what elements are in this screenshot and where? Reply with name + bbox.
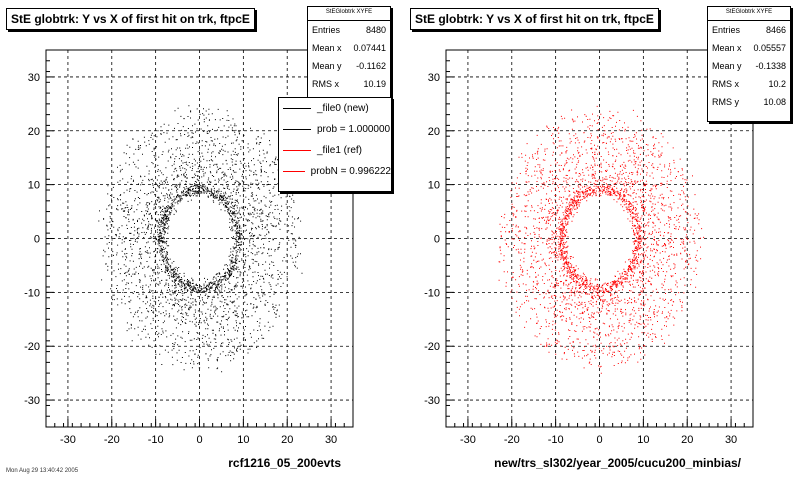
legend-label: probN = 0.996222: [310, 166, 391, 177]
stats-label: Mean x: [312, 43, 342, 53]
x-tick-label: 30: [725, 434, 737, 446]
stats-value: 0.07441: [353, 43, 386, 53]
legend-label: _file0 (new): [317, 103, 369, 114]
stats-row: Mean y -0.1338: [708, 57, 790, 75]
scatter-points: [98, 105, 303, 373]
scatter-points-path: [98, 105, 303, 373]
y-tick-label: 20: [428, 126, 440, 138]
y-tick-label: 0: [34, 234, 40, 246]
stats-header: StEGlobtrk XYFE: [708, 7, 790, 21]
legend-line-icon: [283, 108, 311, 109]
stats-label: RMS y: [712, 97, 739, 107]
stats-row: RMS y 10.08: [708, 93, 790, 111]
stats-value: -0.1162: [356, 61, 386, 71]
scatter-points-path: [498, 105, 705, 374]
stats-row: Mean x 0.07441: [308, 39, 390, 57]
y-tick-label: -30: [424, 395, 440, 407]
legend-item: prob = 1.000000: [279, 119, 391, 140]
x-tick-label: 0: [196, 434, 202, 446]
stats-label: Mean y: [712, 61, 742, 71]
stats-value: 10.08: [763, 97, 786, 107]
y-tick-label: -30: [24, 395, 40, 407]
x-tick-label: 10: [637, 434, 649, 446]
x-axis-label: new/trs_sl302/year_2005/cucu200_minbias/: [494, 456, 741, 470]
legend-label: prob = 1.000000: [317, 124, 391, 135]
y-tick-label: -20: [424, 341, 440, 353]
stats-value: 8466: [765, 25, 786, 35]
x-axis-label: rcf1216_05_200evts: [228, 456, 341, 470]
scatter-points: [498, 105, 705, 374]
y-tick-label: 30: [28, 72, 40, 84]
x-tick-label: 30: [325, 434, 337, 446]
y-tick-label: -20: [24, 341, 40, 353]
x-tick-label: 20: [681, 434, 693, 446]
plot-axes: -30 -20 -10 0 10 20 30 -30 -20 -10 0 10 20 30: [24, 49, 354, 446]
stats-row: Mean x 0.05557: [708, 39, 790, 57]
legend-line-icon: [283, 150, 311, 151]
x-tick-label: 20: [281, 434, 293, 446]
x-tick-label: -20: [504, 434, 520, 446]
stats-label: Mean x: [712, 43, 742, 53]
legend-item: probN = 0.996222: [279, 161, 391, 182]
stats-box: StEGlobtrk XYFE Entries 8466 Mean x 0.0555…: [707, 6, 791, 122]
stats-row: Entries 8480: [308, 21, 390, 39]
stats-row: RMS x 10.2: [708, 75, 790, 93]
y-tick-label: -10: [424, 287, 440, 299]
legend-line-icon: [283, 129, 311, 130]
stats-value: 0.05557: [753, 43, 786, 53]
y-tick-label: 10: [28, 180, 40, 192]
stats-row: Entries 8466: [708, 21, 790, 39]
legend-item: _file0 (new): [279, 98, 391, 119]
x-tick-label: -30: [460, 434, 476, 446]
stats-header: StEGlobtrk XYFE: [308, 7, 390, 21]
plot-axes: -30 -20 -10 0 10 20 30 -30 -20 -10 0 10 20 30: [424, 49, 754, 446]
stats-box: StEGlobtrk XYFE Entries 8480 Mean x 0.0744…: [307, 6, 391, 104]
stats-row: Mean y -0.1162: [308, 57, 390, 75]
legend-box: _file0 (new) prob = 1.000000 _file1 (ref…: [278, 97, 392, 192]
y-tick-label: 10: [428, 180, 440, 192]
x-tick-label: -30: [60, 434, 76, 446]
x-tick-label: 0: [596, 434, 602, 446]
stats-label: Entries: [312, 25, 341, 35]
stats-value: 8480: [365, 25, 386, 35]
timestamp-footer: Mon Aug 29 13:40:42 2005: [6, 468, 79, 474]
x-tick-label: -20: [104, 434, 120, 446]
stats-label: RMS x: [312, 79, 339, 89]
legend-label: _file1 (ref): [317, 145, 363, 156]
x-tick-label: -10: [548, 434, 564, 446]
x-tick-label: -10: [148, 434, 164, 446]
stats-value: 10.19: [363, 79, 386, 89]
chart-title: StE globtrk: Y vs X of first hit on trk,…: [6, 8, 255, 30]
stats-value: 10.2: [768, 79, 786, 89]
y-tick-label: 20: [28, 126, 40, 138]
stats-row: RMS x 10.19: [308, 75, 390, 93]
chart-title: StE globtrk: Y vs X of first hit on trk,…: [410, 8, 659, 30]
stats-value: -0.1338: [755, 61, 786, 71]
legend-line-icon: [283, 171, 305, 172]
stats-label: RMS x: [712, 79, 739, 89]
y-tick-label: -10: [24, 287, 40, 299]
stats-label: Mean y: [312, 61, 342, 71]
stats-label: Entries: [712, 25, 741, 35]
x-tick-label: 10: [237, 434, 249, 446]
y-tick-label: 0: [434, 234, 440, 246]
legend-item: _file1 (ref): [279, 140, 391, 161]
y-tick-label: 30: [428, 72, 440, 84]
